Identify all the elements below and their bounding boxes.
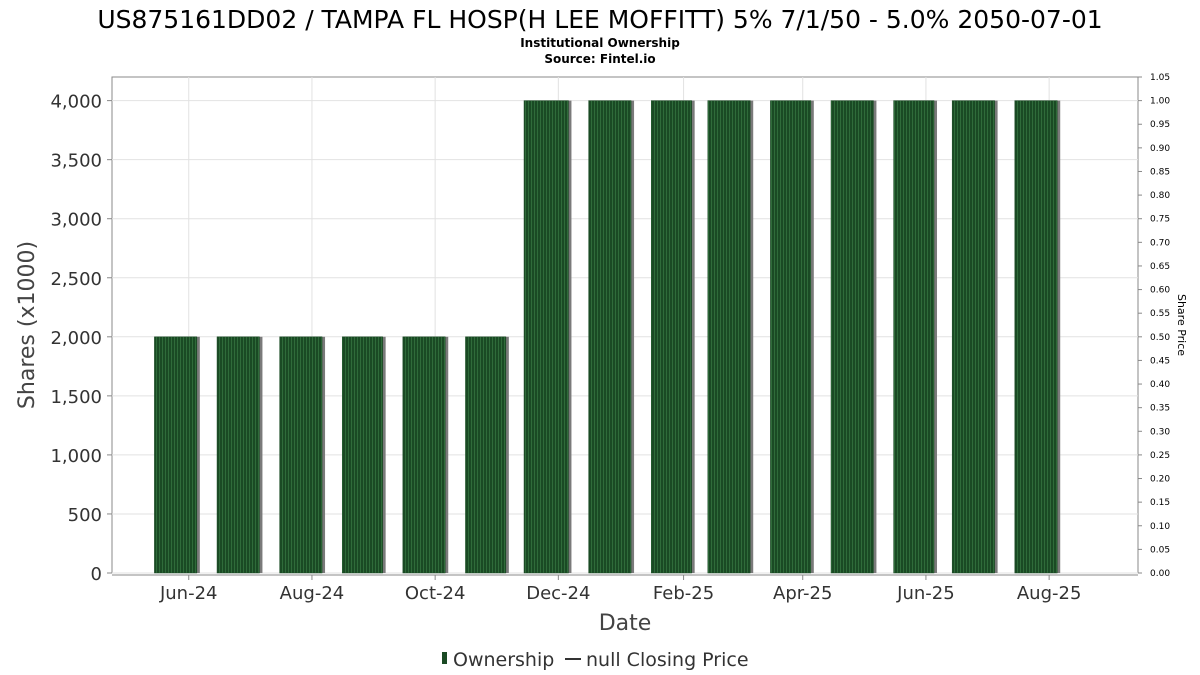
y2-tick-label: 1.05 — [1150, 73, 1170, 83]
legend: Ownership null Closing Price — [442, 649, 749, 671]
y-tick-label: 1,500 — [50, 387, 102, 408]
legend-ownership-label: Ownership — [453, 649, 554, 671]
ownership-bar — [465, 336, 507, 574]
y-tick-label: 2,500 — [50, 269, 102, 290]
x-tick-label: Apr-25 — [773, 583, 832, 604]
x-tick-label: Jun-25 — [896, 583, 955, 604]
y-axis-ticks: 0 500 1,000 1,500 2,000 2,500 3,000 3,500 4,000 — [50, 92, 112, 585]
y2-tick-label: 0.60 — [1150, 286, 1170, 296]
y2-tick-label: 0.05 — [1150, 545, 1170, 555]
y2-tick-label: 0.25 — [1150, 451, 1170, 461]
chart-title: US875161DD02 / TAMPA FL HOSP(H LEE MOFFI… — [97, 5, 1102, 34]
y2-tick-label: 0.50 — [1150, 333, 1170, 343]
ownership-bar — [216, 336, 260, 574]
ownership-bar — [707, 100, 751, 574]
y2-tick-label: 0.30 — [1150, 427, 1170, 437]
ownership-bar — [830, 100, 874, 574]
y2-tick-label: 0.95 — [1150, 120, 1170, 130]
chart-source: Source: Fintel.io — [544, 52, 655, 66]
y2-tick-label: 0.90 — [1150, 144, 1170, 154]
y2-axis-ticks: 0.00 0.05 0.10 0.15 0.20 0.25 0.30 0.35 0.40 0.45… — [1138, 73, 1170, 579]
ownership-bar — [523, 100, 569, 574]
x-tick-label: Jun-24 — [159, 583, 218, 604]
x-tick-label: Oct-24 — [405, 583, 466, 604]
ownership-bar — [651, 100, 692, 574]
x-tick-label: Aug-25 — [1017, 583, 1082, 604]
y2-tick-label: 0.80 — [1150, 191, 1170, 201]
ownership-bars — [154, 100, 1061, 574]
y2-tick-label: 0.00 — [1150, 569, 1170, 579]
legend-price-label: null Closing Price — [586, 649, 749, 671]
y2-tick-label: 0.15 — [1150, 498, 1170, 508]
y-tick-label: 4,000 — [50, 92, 102, 113]
ownership-bar — [341, 336, 383, 574]
y2-tick-label: 0.55 — [1150, 309, 1170, 319]
ownership-bar — [154, 336, 198, 574]
y2-tick-label: 0.65 — [1150, 262, 1170, 272]
y-tick-label: 500 — [68, 505, 102, 526]
x-axis-label: Date — [599, 611, 652, 636]
y2-tick-label: 0.10 — [1150, 522, 1170, 532]
ownership-bar — [279, 336, 323, 574]
legend-ownership-swatch — [442, 652, 447, 664]
y-tick-label: 0 — [91, 564, 102, 585]
y-tick-label: 3,000 — [50, 210, 102, 231]
x-tick-label: Aug-24 — [280, 583, 345, 604]
y2-tick-label: 0.45 — [1150, 356, 1170, 366]
ownership-bar — [588, 100, 632, 574]
y-tick-label: 1,000 — [50, 446, 102, 467]
chart-subtitle: Institutional Ownership — [520, 36, 680, 50]
y2-axis-label: Share Price — [1175, 294, 1188, 356]
ownership-bar — [951, 100, 995, 574]
y2-tick-label: 0.75 — [1150, 215, 1170, 225]
y2-tick-label: 0.85 — [1150, 167, 1170, 177]
y2-tick-label: 0.20 — [1150, 475, 1170, 485]
ownership-bar — [402, 336, 446, 574]
y2-tick-label: 0.40 — [1150, 380, 1170, 390]
ownership-bar — [893, 100, 935, 574]
y2-tick-label: 0.70 — [1150, 238, 1170, 248]
ownership-bar — [770, 100, 812, 574]
x-tick-label: Dec-24 — [526, 583, 590, 604]
y-tick-label: 3,500 — [50, 151, 102, 172]
y2-tick-label: 0.35 — [1150, 404, 1170, 414]
x-tick-label: Feb-25 — [653, 583, 714, 604]
y-tick-label: 2,000 — [50, 328, 102, 349]
y-axis-label: Shares (x1000) — [15, 241, 40, 409]
ownership-bar — [1014, 100, 1058, 574]
x-axis-ticks: Jun-24 Aug-24 Oct-24 Dec-24 Feb-25 Apr-25 Jun-… — [159, 575, 1081, 604]
y2-tick-label: 1.00 — [1150, 97, 1170, 107]
